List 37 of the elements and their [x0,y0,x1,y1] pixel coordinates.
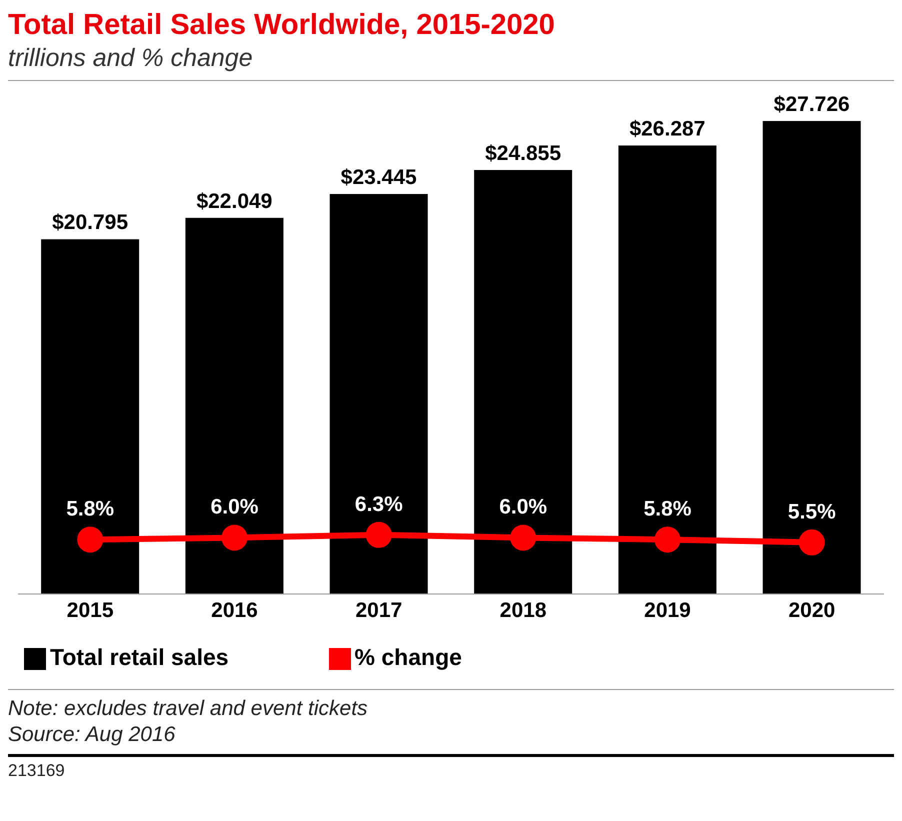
text: Note: excludes travel and event tickets [8,696,369,722]
bar [618,146,716,594]
data-label: $27.726 [774,93,850,116]
source-note: Source: Aug 2016 [8,722,176,748]
data-label: 6.0% [499,496,548,519]
data-label: $22.049 [196,190,272,213]
bar [474,170,572,594]
bar [762,121,861,594]
point [798,529,825,556]
x-tick-label: 2018 [500,598,547,622]
chart-title: Total Retail Sales Worldwide, 2015-2020 [8,8,556,42]
point [77,526,104,553]
bar [41,239,140,594]
data-label: $20.795 [52,211,128,234]
data-label: $23.445 [340,166,418,190]
data-label: 6.3% [354,492,404,516]
x-tick-label: 2020 [788,598,836,622]
bar [185,218,284,594]
bar [330,194,428,594]
data-label: 5.8% [644,498,692,521]
data-label: $26.287 [629,118,706,141]
point [366,522,392,548]
data-label: $24.855 [485,142,562,165]
x-tick-label: 2015 [66,598,114,622]
x-tick-label: 2019 [644,598,691,622]
data-label: 6.0% [210,496,259,519]
data-label: 5.5% [788,500,836,524]
data-label: 5.8% [66,498,114,521]
legend-label: % change [354,644,462,670]
legend-label: Total retail sales [50,644,229,670]
point [654,526,680,553]
x-tick-label: 2016 [211,598,258,622]
chart-subtitle: trillions and % change [8,42,894,81]
point [222,524,248,551]
text: 213169 [8,761,66,781]
point [510,524,536,551]
x-tick-label: 2017 [355,598,402,622]
